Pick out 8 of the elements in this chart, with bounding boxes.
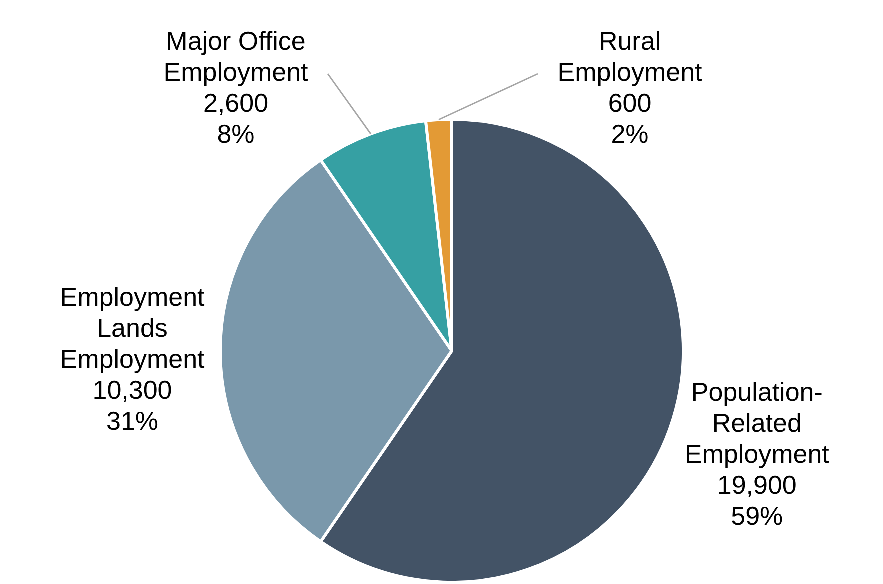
slice-label: Employment Lands Employment — [60, 282, 206, 374]
slice-label: Major Office Employment — [164, 26, 310, 88]
data-label: 10,300 31% — [92, 375, 172, 436]
data-label: 19,900 59% — [717, 470, 797, 531]
data-label: 600 2% — [608, 88, 652, 150]
data-label: 2,600 8% — [203, 88, 269, 150]
slice-label: Population-Related Employment — [684, 376, 830, 469]
slice-label: Rural Employment — [558, 26, 704, 88]
